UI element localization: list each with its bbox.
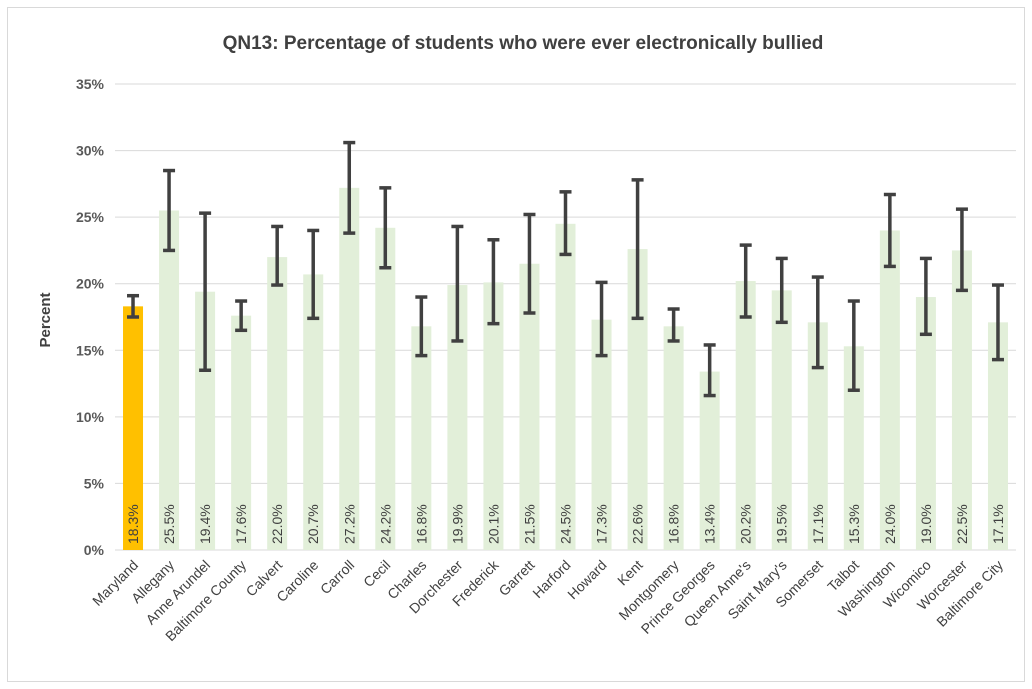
error-bar: [271, 224, 284, 287]
bar: [663, 326, 684, 550]
data-label: 20.7%: [305, 504, 321, 544]
bars: [123, 187, 1008, 551]
x-tick-label: Howard: [564, 557, 609, 602]
error-bar: [235, 299, 248, 333]
chart-title: QN13: Percentage of students who were ev…: [223, 33, 824, 54]
y-axis-label: Percent: [37, 292, 54, 347]
data-label: 17.1%: [990, 504, 1006, 544]
bar: [123, 306, 144, 550]
bar: [303, 274, 324, 550]
error-bar: [847, 299, 860, 392]
bar: [771, 290, 792, 550]
bar: [159, 210, 180, 550]
data-label: 21.5%: [521, 504, 537, 544]
error-bar: [487, 238, 500, 326]
y-tick-label: 0%: [84, 542, 105, 558]
error-bar: [595, 280, 608, 358]
y-tick-label: 30%: [76, 143, 105, 159]
data-label: 22.6%: [630, 504, 646, 544]
data-labels: 18.3% 25.5% 19.4% 17.6% 22.0% 20.7% 27.2% 24.2%…: [125, 504, 1006, 544]
bar: [807, 322, 828, 550]
bar: [447, 285, 468, 550]
error-bar: [955, 207, 968, 293]
error-bar: [415, 295, 428, 358]
bar: [699, 371, 720, 550]
bar: [483, 282, 504, 550]
data-label: 24.5%: [558, 504, 574, 544]
error-bar: [703, 343, 716, 398]
bar: [375, 227, 396, 550]
data-label: 15.3%: [846, 504, 862, 544]
data-label: 19.5%: [774, 504, 790, 544]
error-bar: [199, 211, 212, 373]
bar: [231, 315, 252, 550]
chart-frame: QN13: Percentage of students who were ev…: [7, 7, 1025, 682]
data-label: 27.2%: [341, 504, 357, 544]
error-bar: [991, 283, 1004, 362]
error-bar: [775, 256, 788, 325]
y-tick-label: 25%: [76, 209, 105, 225]
data-label: 22.5%: [954, 504, 970, 544]
data-label: 19.9%: [449, 504, 465, 544]
data-label: 19.4%: [197, 504, 213, 544]
data-label: 16.8%: [413, 504, 429, 544]
bar: [555, 223, 576, 551]
bar: [951, 250, 972, 550]
error-bar: [307, 228, 320, 321]
data-label: 17.1%: [810, 504, 826, 544]
data-label: 19.0%: [918, 504, 934, 544]
bar: [339, 187, 360, 550]
error-bar: [559, 190, 572, 257]
error-bar: [631, 178, 644, 321]
y-tick-label: 35%: [76, 76, 105, 92]
error-bar: [739, 243, 752, 319]
bar: [627, 249, 648, 550]
error-bars: [127, 140, 1004, 398]
error-bar: [127, 293, 140, 319]
bar: [915, 297, 936, 550]
y-tick-label: 10%: [76, 409, 105, 425]
bar: [843, 346, 864, 550]
data-label: 17.6%: [233, 504, 249, 544]
x-tick-label: Kent: [614, 557, 646, 589]
data-label: 20.2%: [738, 504, 754, 544]
data-label: 25.5%: [161, 504, 177, 544]
bar: [519, 263, 540, 550]
bar: [195, 291, 216, 550]
error-bar: [667, 307, 680, 343]
y-tick-label: 5%: [84, 475, 105, 491]
bar-chart: QN13: Percentage of students who were ev…: [37, 33, 1016, 644]
bar: [591, 319, 612, 550]
error-bar: [919, 256, 932, 337]
x-tick-label: Carroll: [317, 557, 357, 597]
x-tick-label: Cecil: [360, 557, 393, 590]
y-tick-label: 20%: [76, 276, 105, 292]
error-bar: [163, 168, 176, 253]
data-label: 13.4%: [702, 504, 718, 544]
error-bar: [343, 140, 356, 235]
bar: [879, 230, 900, 550]
data-label: 20.1%: [485, 504, 501, 544]
bar: [735, 281, 756, 550]
bar: [987, 322, 1008, 550]
error-bar: [451, 224, 464, 343]
data-label: 24.0%: [882, 504, 898, 544]
error-bar: [379, 186, 392, 270]
data-label: 16.8%: [666, 504, 682, 544]
y-tick-label: 15%: [76, 342, 105, 358]
error-bar: [523, 212, 536, 315]
data-label: 18.3%: [125, 504, 141, 544]
y-axis-ticks: 0% 5% 10% 15% 20% 25% 30% 35%: [76, 76, 105, 558]
data-label: 22.0%: [269, 504, 285, 544]
error-bar: [883, 192, 896, 269]
bar: [411, 326, 432, 550]
error-bar: [811, 275, 824, 370]
data-label: 24.2%: [377, 504, 393, 544]
bar: [267, 257, 288, 550]
data-label: 17.3%: [594, 504, 610, 544]
